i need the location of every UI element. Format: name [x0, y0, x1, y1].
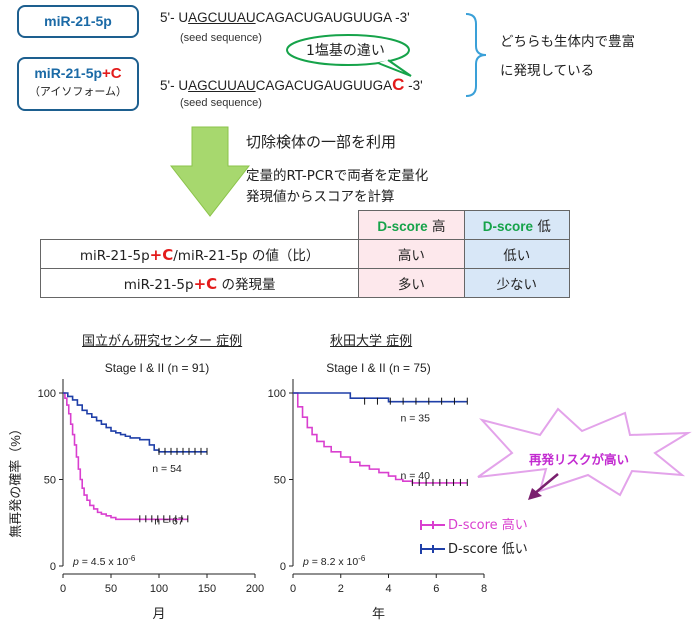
y-tick-label: 100	[268, 388, 286, 400]
series-line-high	[293, 392, 468, 484]
x-tick-label: 4	[385, 583, 391, 595]
header-low: D-score 低	[463, 210, 571, 240]
y-tick-label: 0	[50, 561, 56, 573]
row-low: 少ない	[463, 268, 571, 298]
seq1-prefix: 5'- U	[160, 10, 189, 25]
x-axis-label: 月	[152, 606, 165, 621]
table-row: miR-21-5p+C/miR-21-5p の値（比） 高い 低い	[39, 239, 571, 269]
isoform-sub: （アイソフォーム）	[28, 86, 128, 98]
sequence-2: 5'- UAGCUUAUCAGACUGAUGUUGAC -3'	[160, 75, 423, 95]
row-high: 多い	[358, 268, 465, 298]
callout-arrow	[528, 473, 559, 500]
bubble-shape	[286, 34, 412, 77]
callout-text: 再発リスクが高い	[529, 452, 630, 467]
bubble-text: 1塩基の違い	[306, 43, 385, 59]
seq2-extra-c: C	[392, 75, 405, 94]
step-line-1: 定量的RT-PCRで両者を定量化	[246, 168, 429, 184]
table-row: miR-21-5p+C の発現量 多い 少ない	[39, 268, 571, 298]
seq2-prefix: 5'- U	[160, 78, 189, 93]
comparison-table: D-score 高 D-score 低 miR-21-5p+C/miR-21-5…	[39, 210, 571, 298]
n-label: n = 54	[152, 463, 182, 475]
row-label: miR-21-5p+C/miR-21-5p の値（比）	[39, 239, 360, 269]
x-tick-label: 200	[246, 583, 264, 595]
callout-burst	[477, 407, 692, 497]
y-tick-label: 50	[44, 475, 56, 487]
step-line-2: 発現値からスコアを計算	[246, 189, 395, 205]
legend-item-low: D-score 低い	[418, 538, 618, 562]
y-axis-label: 無再発の確率（%）	[8, 422, 23, 538]
brace	[465, 13, 487, 97]
x-tick-label: 0	[290, 583, 296, 595]
seq2-rest: CAGACUGAUGUUGA	[255, 78, 393, 93]
table-corner	[41, 211, 359, 240]
x-tick-label: 0	[60, 583, 66, 595]
header-high: D-score 高	[358, 210, 465, 240]
x-tick-label: 50	[105, 583, 117, 595]
sequence-1: 5'- UAGCUUAUCAGACUGAUGUUGA -3'	[160, 10, 410, 25]
seq1-seed: AGCUUAU	[188, 10, 256, 25]
mir-isoform-box: miR-21-5p+C （アイソフォーム）	[17, 57, 139, 111]
p-value: p = 8.2 x 10-6	[302, 554, 366, 568]
x-tick-label: 2	[338, 583, 344, 595]
seed-label-2: (seed sequence)	[180, 97, 262, 109]
brace-text-2: に発現している	[500, 63, 595, 79]
y-tick-label: 100	[38, 388, 56, 400]
mir-21-5p-box: miR-21-5p	[17, 5, 139, 38]
chart1-title: 国立がん研究センター 症例	[82, 334, 243, 349]
series-line-low	[63, 392, 207, 453]
p-value: p = 4.5 x 10-6	[72, 554, 136, 568]
n-label: n = 40	[400, 470, 430, 482]
legend: D-score 高い D-score 低い	[418, 514, 618, 562]
step-title: 切除検体の一部を利用	[246, 133, 397, 151]
chart-subtitle: Stage I & II (n = 75)	[326, 361, 430, 375]
down-arrow	[170, 126, 250, 217]
row-low: 低い	[463, 239, 571, 269]
legend-label-low: D-score 低い	[448, 542, 528, 557]
chart2-title: 秋田大学 症例	[330, 334, 413, 349]
y-tick-label: 0	[280, 561, 286, 573]
seq2-end: -3'	[404, 78, 423, 93]
seed-label-1: (seed sequence)	[180, 32, 262, 44]
x-tick-label: 100	[150, 583, 168, 595]
mir-iso-label: miR-21-5p	[34, 65, 103, 81]
n-label: n = 35	[400, 413, 430, 425]
legend-item-high: D-score 高い	[418, 514, 618, 538]
x-tick-label: 6	[433, 583, 439, 595]
x-axis-label: 年	[372, 606, 385, 621]
mir-iso-plus: +C	[102, 65, 122, 82]
chart-subtitle: Stage I & II (n = 91)	[105, 361, 209, 375]
seq2-seed: AGCUUAU	[188, 78, 256, 93]
row-high: 高い	[358, 239, 465, 269]
n-label: n = 67	[154, 515, 184, 527]
legend-label-high: D-score 高い	[448, 518, 528, 533]
seq1-rest: CAGACUGAUGUUGA -3'	[255, 10, 410, 25]
brace-text-1: どちらも生体内で豊富	[500, 34, 635, 50]
x-tick-label: 8	[481, 583, 487, 595]
row-label: miR-21-5p+C の発現量	[39, 268, 360, 298]
y-tick-label: 50	[274, 475, 286, 487]
mir-label: miR-21-5p	[44, 13, 112, 29]
series-line-high	[63, 392, 188, 521]
x-tick-label: 150	[198, 583, 216, 595]
series-line-low	[293, 392, 468, 403]
